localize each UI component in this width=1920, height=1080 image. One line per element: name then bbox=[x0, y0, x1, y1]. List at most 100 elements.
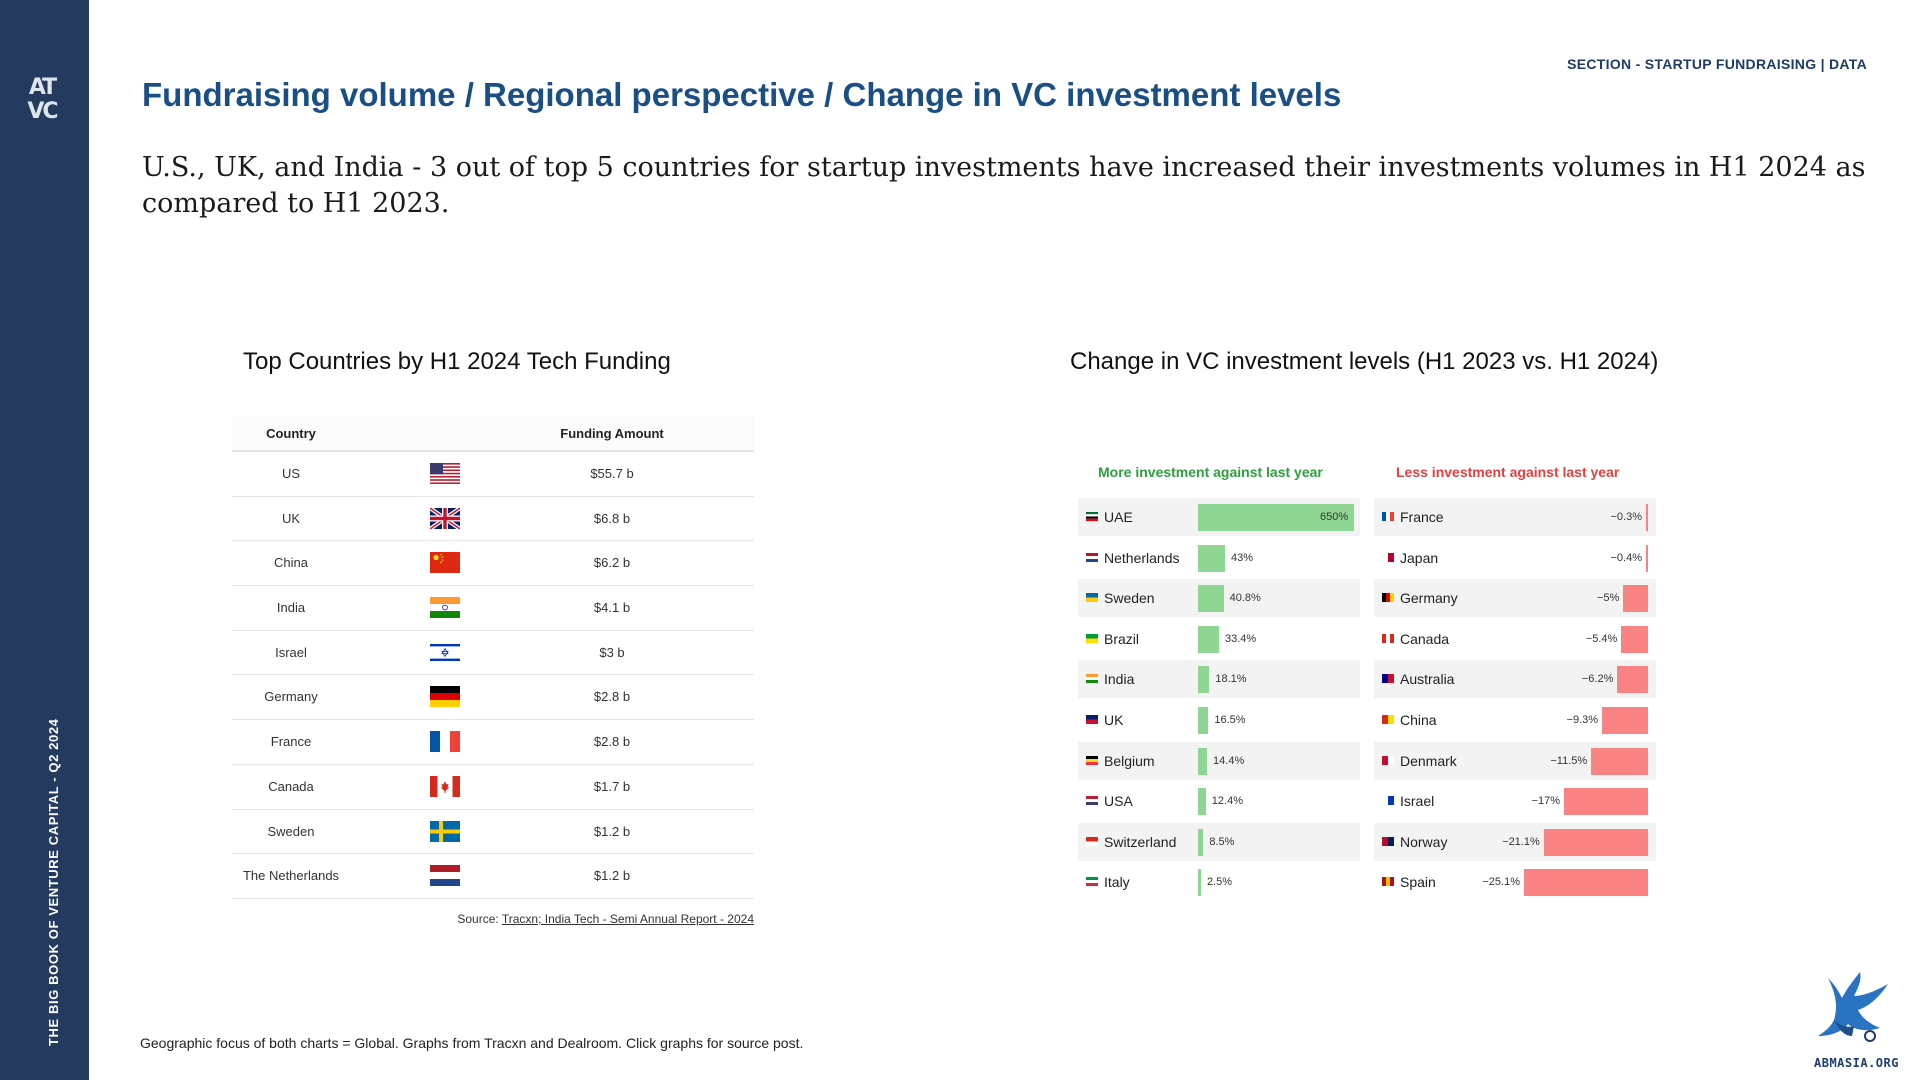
value-label: −9.3% bbox=[1566, 714, 1599, 726]
negative-row: Spain −25.1% bbox=[1374, 863, 1656, 901]
germany-flag-icon bbox=[1382, 593, 1394, 603]
netherlands-flag-icon bbox=[430, 865, 460, 887]
value-label: 33.4% bbox=[1224, 632, 1257, 645]
country-cell: Sweden bbox=[267, 823, 315, 839]
positive-bar bbox=[1198, 625, 1219, 653]
country-cell: India bbox=[276, 600, 306, 616]
country-label: Germany bbox=[1400, 590, 1458, 607]
country-label: China bbox=[1400, 712, 1437, 728]
country-cell: France bbox=[270, 734, 312, 750]
more-investment-heading: More investment against last year bbox=[1098, 464, 1323, 480]
country-cell: UK bbox=[281, 510, 301, 526]
value-label: 14.4% bbox=[1213, 754, 1245, 767]
israel-flag-icon bbox=[430, 641, 460, 663]
country-cell: Canada bbox=[268, 778, 314, 794]
country-cell: The Netherlands bbox=[242, 868, 340, 884]
funding-amount-cell: $3 b bbox=[599, 644, 625, 660]
country-label: Brazil bbox=[1104, 630, 1140, 647]
china-flag-icon bbox=[430, 552, 460, 574]
table-row: India $4.1 b bbox=[232, 586, 754, 631]
spain-flag-icon bbox=[1382, 877, 1394, 887]
country-label: France bbox=[1400, 509, 1444, 525]
sweden-flag-icon bbox=[430, 820, 460, 842]
table-row: France $2.8 b bbox=[232, 720, 754, 765]
negative-bar bbox=[1564, 788, 1648, 816]
positive-row: USA 12.4% bbox=[1078, 782, 1360, 820]
country-label: USA bbox=[1104, 793, 1133, 810]
column-header-country: Country bbox=[266, 426, 316, 441]
negative-row: Japan −0.4% bbox=[1374, 539, 1656, 577]
footnote: Geographic focus of both charts = Global… bbox=[140, 1035, 804, 1051]
value-label: 8.5% bbox=[1209, 835, 1235, 848]
value-label: 43% bbox=[1231, 551, 1254, 564]
country-label: UK bbox=[1104, 712, 1124, 728]
table-row: Canada $1.7 b bbox=[232, 765, 754, 810]
less-investment-heading: Less investment against last year bbox=[1396, 464, 1620, 480]
source-link[interactable]: Tracxn; India Tech - Semi Annual Report … bbox=[501, 912, 754, 926]
value-label: 40.8% bbox=[1229, 592, 1261, 605]
positive-bar bbox=[1198, 788, 1206, 816]
table-row: Sweden $1.2 b bbox=[232, 810, 754, 855]
funding-amount-cell: $1.7 b bbox=[593, 778, 631, 794]
funding-amount-cell: $6.8 b bbox=[593, 510, 631, 526]
india-flag-icon bbox=[1086, 674, 1098, 684]
atvc-logo[interactable]: AT VC bbox=[22, 76, 62, 130]
table-header: Country Funding Amount bbox=[232, 416, 754, 452]
value-label: −21.1% bbox=[1502, 835, 1540, 848]
negative-bar bbox=[1623, 585, 1648, 613]
negative-bar bbox=[1621, 625, 1648, 653]
value-label: −0.3% bbox=[1610, 511, 1643, 523]
table-row: Israel $3 b bbox=[232, 631, 754, 676]
canada-flag-icon bbox=[1382, 633, 1394, 643]
country-cell: US bbox=[281, 466, 301, 481]
page-subtitle: U.S., UK, and India - 3 out of top 5 cou… bbox=[142, 152, 1866, 219]
positive-row: UAE 650% bbox=[1078, 498, 1360, 536]
positive-bar bbox=[1198, 544, 1225, 572]
column-header-funding-amount: Funding Amount bbox=[560, 426, 664, 441]
negative-bar bbox=[1543, 828, 1648, 856]
positive-bar bbox=[1198, 828, 1204, 856]
value-label: −17% bbox=[1531, 795, 1561, 808]
eagle-logo-icon bbox=[1818, 972, 1888, 1042]
value-label: −5% bbox=[1596, 592, 1620, 605]
positive-bar bbox=[1198, 707, 1209, 734]
negative-bar bbox=[1617, 666, 1648, 694]
country-cell: Germany bbox=[264, 689, 318, 705]
australia-flag-icon bbox=[1382, 674, 1394, 684]
table-row: US $55.7 b bbox=[232, 452, 754, 497]
logo-line-1: AT bbox=[28, 75, 57, 100]
negative-row: China −9.3% bbox=[1374, 701, 1656, 739]
country-label: UAE bbox=[1104, 509, 1133, 525]
netherlands-flag-icon bbox=[1086, 552, 1098, 562]
value-label: 2.5% bbox=[1207, 876, 1233, 889]
positive-row: Switzerland 8.5% bbox=[1078, 822, 1360, 861]
negative-bar bbox=[1524, 869, 1648, 897]
country-label: Italy bbox=[1104, 874, 1130, 891]
denmark-flag-icon bbox=[1382, 755, 1394, 765]
negative-row: Israel −17% bbox=[1374, 782, 1656, 820]
positive-row: UK 16.5% bbox=[1078, 701, 1360, 739]
positive-row: Netherlands 43% bbox=[1078, 539, 1360, 577]
italy-flag-icon bbox=[1086, 877, 1098, 887]
table-row: UK $6.8 b bbox=[232, 497, 754, 542]
negative-row: Canada −5.4% bbox=[1374, 620, 1656, 658]
funding-table[interactable]: Country Funding Amount US $55.7 b UK $6.8 b… bbox=[232, 416, 754, 899]
vc-change-chart[interactable]: More investment against last year Less i… bbox=[1078, 456, 1658, 904]
positive-bar bbox=[1198, 504, 1354, 531]
norway-flag-icon bbox=[1382, 836, 1394, 846]
brand-text: ABMASIA.ORG bbox=[1814, 1056, 1899, 1070]
negative-bar bbox=[1602, 707, 1648, 734]
negative-bar bbox=[1646, 504, 1648, 531]
funding-amount-cell: $2.8 b bbox=[593, 734, 631, 750]
canada-flag-icon bbox=[430, 775, 460, 797]
funding-amount-cell: $55.7 b bbox=[590, 466, 634, 481]
source-prefix: Source: bbox=[457, 912, 502, 926]
israel-flag-icon bbox=[1382, 796, 1394, 806]
value-label: −0.4% bbox=[1610, 551, 1643, 564]
uk-flag-icon bbox=[428, 506, 462, 531]
funding-amount-cell: $1.2 b bbox=[593, 868, 631, 884]
brazil-flag-icon bbox=[1086, 633, 1098, 643]
table-row: The Netherlands $1.2 b bbox=[232, 854, 754, 899]
value-label: 650% bbox=[1320, 511, 1349, 523]
